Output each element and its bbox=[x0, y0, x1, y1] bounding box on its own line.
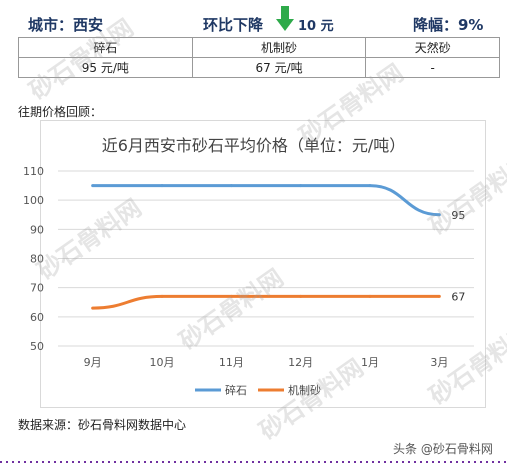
series-line bbox=[92, 184, 440, 217]
change-value: 10 元 bbox=[298, 19, 334, 34]
table-row: 95 元/吨 67 元/吨 - bbox=[18, 57, 500, 78]
price-table: 碎石 机制砂 天然砂 95 元/吨 67 元/吨 - bbox=[18, 37, 500, 78]
y-tick-label: 110 bbox=[23, 165, 44, 178]
legend-label: 机制砂 bbox=[288, 383, 321, 397]
city-label: 城市：西安 bbox=[28, 16, 104, 34]
data-point bbox=[437, 294, 441, 298]
table-cell: - bbox=[365, 57, 500, 78]
y-tick-label: 80 bbox=[30, 253, 44, 266]
x-tick-label: 12月 bbox=[288, 356, 313, 369]
section-label: 往期价格回顾： bbox=[18, 105, 103, 119]
data-point bbox=[160, 184, 164, 188]
x-tick-label: 10月 bbox=[150, 356, 175, 369]
x-tick-label: 1月 bbox=[361, 356, 379, 369]
x-tick-label: 11月 bbox=[219, 356, 244, 369]
data-point bbox=[437, 213, 441, 217]
table-cell: 95 元/吨 bbox=[18, 57, 193, 78]
y-tick-label: 60 bbox=[30, 311, 44, 324]
data-point bbox=[160, 294, 164, 298]
y-tick-label: 70 bbox=[30, 282, 44, 295]
down-arrow-icon bbox=[276, 6, 294, 31]
series-line bbox=[92, 294, 440, 310]
data-point bbox=[229, 294, 233, 298]
credit-text: 头条 @砂石骨料网 bbox=[393, 442, 493, 456]
data-source: 数据来源：砂石骨料网数据中心 bbox=[18, 418, 187, 432]
data-point bbox=[368, 184, 372, 188]
data-point bbox=[229, 184, 233, 188]
trend-label: 环比下降 bbox=[203, 16, 264, 34]
dotted-divider bbox=[0, 461, 507, 463]
data-point bbox=[368, 294, 372, 298]
table-cell: 67 元/吨 bbox=[191, 57, 367, 78]
y-tick-label: 100 bbox=[23, 194, 44, 207]
x-tick-label: 9月 bbox=[84, 356, 102, 369]
data-point bbox=[91, 306, 95, 310]
data-point bbox=[91, 184, 95, 188]
y-tick-label: 90 bbox=[30, 223, 44, 236]
data-label: 95 bbox=[451, 209, 465, 222]
chart-frame bbox=[40, 120, 486, 408]
decline-rate: 降幅：9% bbox=[413, 16, 484, 34]
data-label: 67 bbox=[451, 290, 465, 303]
price-header: 城市：西安 环比下降 10 元 降幅：9% bbox=[0, 0, 507, 36]
y-tick-label: 50 bbox=[30, 340, 44, 353]
chart-title: 近6月西安市砂石平均价格（单位：元/吨） bbox=[101, 136, 406, 155]
x-tick-label: 3月 bbox=[430, 356, 448, 369]
data-point bbox=[299, 294, 303, 298]
legend-label: 碎石 bbox=[225, 383, 247, 397]
data-point bbox=[299, 184, 303, 188]
